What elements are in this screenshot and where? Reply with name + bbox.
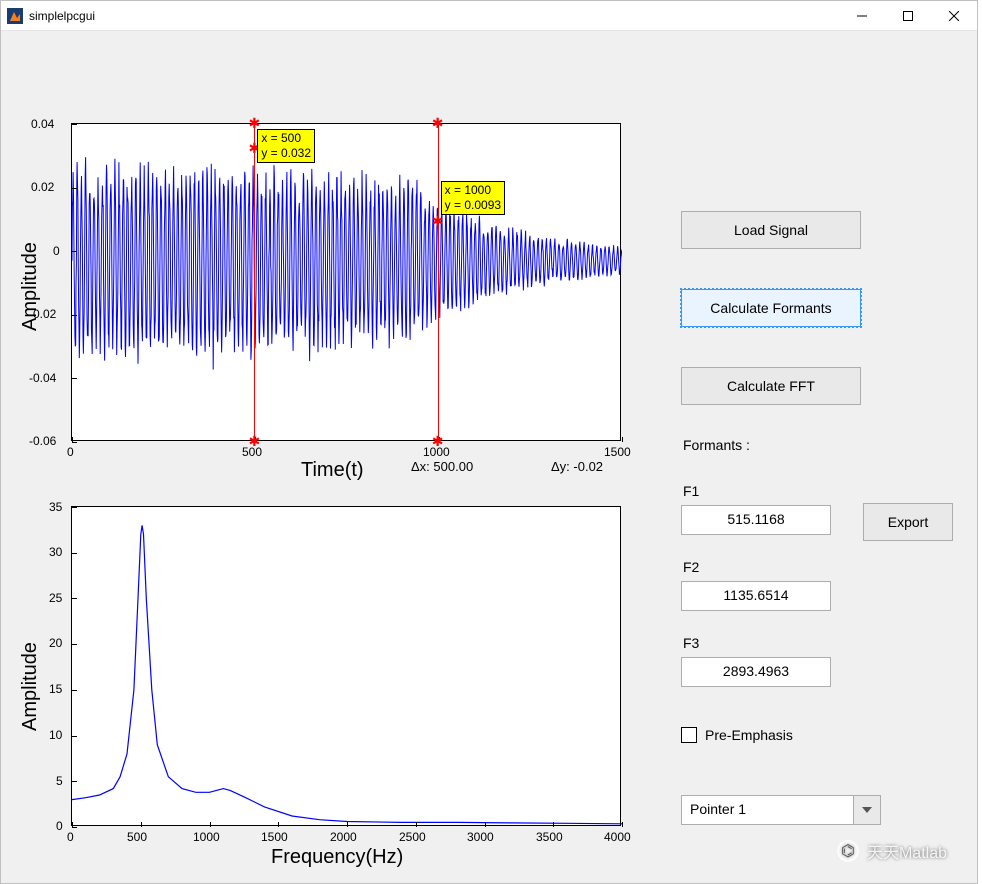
- formants-heading: Formants :: [683, 437, 750, 453]
- datatip-2-y: y = 0.0093: [445, 198, 501, 213]
- freq-ytick: 30: [49, 545, 62, 559]
- f3-field[interactable]: 2893.4963: [681, 657, 831, 687]
- cursor1-bottom-marker: ✱: [248, 434, 260, 448]
- matlab-icon: [7, 8, 23, 24]
- cursor2-top-marker: ✱: [432, 116, 444, 130]
- client-area: Amplitude 0.04 0.02 0 -0.02 -0.04 -0.06 …: [1, 31, 977, 883]
- time-cursor-1[interactable]: [254, 123, 255, 441]
- dropdown-value: Pointer 1: [681, 795, 853, 825]
- freq-xtick: 500: [127, 830, 147, 844]
- freq-axes[interactable]: [71, 506, 621, 826]
- time-ytick: 0.02: [31, 180, 54, 194]
- freq-ylabel: Amplitude: [19, 642, 42, 731]
- time-ytick: 0: [53, 244, 60, 258]
- f1-value: 515.1168: [727, 511, 784, 527]
- time-ytick: -0.04: [29, 371, 56, 385]
- time-signal-plot: [72, 124, 622, 442]
- f3-value: 2893.4963: [723, 663, 789, 679]
- pre-emphasis-checkbox[interactable]: Pre-Emphasis: [681, 727, 793, 743]
- time-ytick: -0.06: [29, 434, 56, 448]
- time-cursor-2[interactable]: [438, 123, 439, 441]
- freq-ytick: 5: [56, 774, 63, 788]
- cursor1-top-marker: ✱: [248, 116, 260, 130]
- delta-y-label: Δy: -0.02: [551, 459, 603, 474]
- cursor2-bottom-marker: ✱: [432, 434, 444, 448]
- calculate-formants-label: Calculate Formants: [710, 300, 831, 316]
- freq-ytick: 20: [49, 636, 62, 650]
- title-bar: simplelpcgui: [1, 1, 977, 31]
- watermark: ⌬ 天天Matlab: [837, 839, 947, 863]
- freq-spectrum-plot: [72, 507, 622, 827]
- freq-xtick: 2500: [399, 830, 426, 844]
- freq-ytick: 35: [49, 500, 62, 514]
- time-xtick: 1500: [604, 445, 631, 459]
- freq-xtick: 1500: [261, 830, 288, 844]
- delta-x-label: Δx: 500.00: [411, 459, 473, 474]
- cursor2-y-marker: ✱: [432, 214, 444, 228]
- checkbox-box: [681, 727, 697, 743]
- load-signal-button[interactable]: Load Signal: [681, 211, 861, 249]
- window-title: simplelpcgui: [29, 9, 95, 23]
- wechat-icon: ⌬: [837, 840, 859, 862]
- freq-ytick: 15: [49, 682, 62, 696]
- time-ytick: 0.04: [31, 117, 54, 131]
- freq-xtick: 2000: [330, 830, 357, 844]
- freq-ytick: 10: [49, 728, 62, 742]
- export-button[interactable]: Export: [863, 503, 953, 541]
- freq-xtick: 3500: [536, 830, 563, 844]
- minimize-button[interactable]: [839, 1, 885, 31]
- f1-field[interactable]: 515.1168: [681, 505, 831, 535]
- close-button[interactable]: [931, 1, 977, 31]
- pre-emphasis-label: Pre-Emphasis: [705, 727, 793, 743]
- f2-label: F2: [683, 559, 699, 575]
- datatip-1: x = 500 y = 0.032: [257, 129, 315, 163]
- datatip-1-y: y = 0.032: [261, 146, 311, 161]
- time-ytick: -0.02: [29, 307, 56, 321]
- chevron-down-icon: [853, 795, 881, 825]
- f3-label: F3: [683, 635, 699, 651]
- freq-xlabel: Frequency(Hz): [271, 846, 403, 869]
- calculate-fft-label: Calculate FFT: [727, 378, 815, 394]
- calculate-fft-button[interactable]: Calculate FFT: [681, 367, 861, 405]
- export-label: Export: [888, 514, 928, 530]
- time-xlabel: Time(t): [301, 459, 364, 482]
- pointer-dropdown[interactable]: Pointer 1: [681, 795, 881, 825]
- f2-value: 1135.6514: [723, 587, 788, 603]
- datatip-2-x: x = 1000: [445, 183, 501, 198]
- calculate-formants-button[interactable]: Calculate Formants: [681, 289, 861, 327]
- watermark-text: 天天Matlab: [867, 839, 947, 863]
- freq-ytick: 0: [56, 819, 63, 833]
- f2-field[interactable]: 1135.6514: [681, 581, 831, 611]
- freq-xtick: 3000: [467, 830, 494, 844]
- freq-xtick: 4000: [604, 830, 631, 844]
- maximize-button[interactable]: [885, 1, 931, 31]
- datatip-1-x: x = 500: [261, 131, 311, 146]
- freq-xtick: 0: [67, 830, 74, 844]
- freq-ytick: 25: [49, 591, 62, 605]
- f1-label: F1: [683, 483, 699, 499]
- datatip-2: x = 1000 y = 0.0093: [441, 181, 505, 215]
- load-signal-label: Load Signal: [734, 222, 808, 238]
- time-axes[interactable]: [71, 123, 621, 441]
- freq-xtick: 1000: [193, 830, 220, 844]
- time-xtick: 0: [67, 445, 74, 459]
- app-window: simplelpcgui Amplitude 0.04 0.02 0 -0.02…: [0, 0, 978, 884]
